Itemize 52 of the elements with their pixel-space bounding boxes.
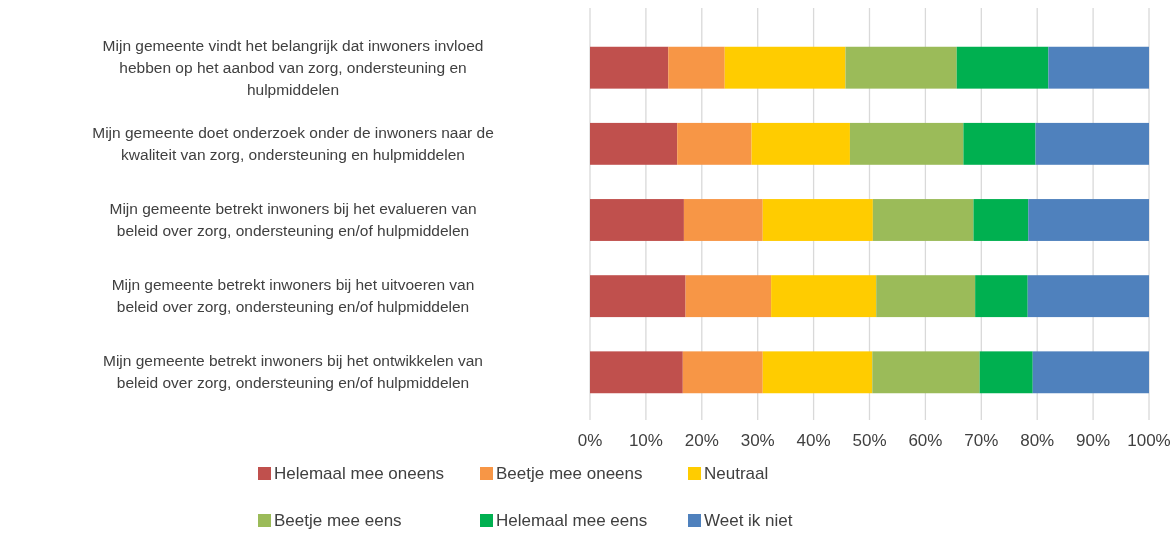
x-tick-label: 90% (1076, 431, 1111, 450)
legend-label: Beetje mee oneens (496, 464, 643, 483)
bar (762, 199, 873, 241)
bar (849, 122, 964, 165)
bar (1048, 46, 1149, 89)
bar (1027, 275, 1149, 318)
x-tick-label: 20% (684, 431, 719, 450)
legend-label: Neutraal (704, 464, 769, 483)
bar (1032, 351, 1149, 394)
bar (724, 46, 846, 89)
x-tick-label: 100% (1127, 431, 1171, 450)
x-tick-label: 10% (628, 431, 663, 450)
bar (590, 46, 669, 89)
y-tick-label: Mijn gemeente doet onderzoek onder de inwoners naar de kwaliteit van zorg, ondersteuning en hulpmiddelen (92, 123, 494, 163)
bar (845, 46, 957, 89)
bar (668, 46, 725, 89)
bar (956, 46, 1049, 89)
bar (590, 199, 684, 241)
bar (590, 122, 678, 165)
bar (771, 275, 877, 318)
bar (1035, 122, 1149, 165)
y-tick-label: Mijn gemeente vindt het belangrijk dat inwoners invloed hebben op het aanbod van zorg, ondersteuning en hulpmiddelen (102, 36, 484, 98)
legend-label: Helemaal mee oneens (274, 464, 445, 483)
bar (590, 275, 686, 318)
legend-label: Beetje mee eens (274, 511, 402, 530)
x-tick-label: 50% (852, 431, 887, 450)
x-tick-label: 60% (908, 431, 943, 450)
y-tick-label: Mijn gemeente betrekt inwoners bij het uitvoeren van beleid over zorg, ondersteuning en/of hulpmiddelen (111, 276, 475, 316)
bar (872, 351, 980, 394)
bar (590, 351, 683, 394)
bar (683, 199, 763, 241)
x-tick-label: 70% (964, 431, 999, 450)
bar (973, 199, 1029, 241)
bar (1028, 199, 1149, 241)
x-tick-label: 30% (740, 431, 775, 450)
y-tick-label: Mijn gemeente betrekt inwoners bij het evalueren van beleid over zorg, ondersteuning en/of hulpmiddelen (109, 200, 477, 239)
bar (751, 122, 850, 165)
x-tick-label: 80% (1020, 431, 1055, 450)
bar (685, 275, 772, 318)
bar (762, 351, 873, 394)
bar (682, 351, 763, 394)
legend-label: Weet ik niet (704, 511, 793, 530)
bar (872, 199, 974, 241)
bar (979, 351, 1033, 394)
legend-label: Helemaal mee eens (496, 511, 648, 530)
x-tick-label: 40% (796, 431, 831, 450)
x-tick-label: 0% (577, 431, 603, 450)
bar (963, 122, 1036, 165)
y-tick-label: Mijn gemeente betrekt inwoners bij het ontwikkelen van beleid over zorg, ondersteuning en/of hulpmiddelen (103, 352, 483, 392)
bar (975, 275, 1028, 318)
bar (677, 122, 752, 165)
bar (876, 275, 976, 318)
